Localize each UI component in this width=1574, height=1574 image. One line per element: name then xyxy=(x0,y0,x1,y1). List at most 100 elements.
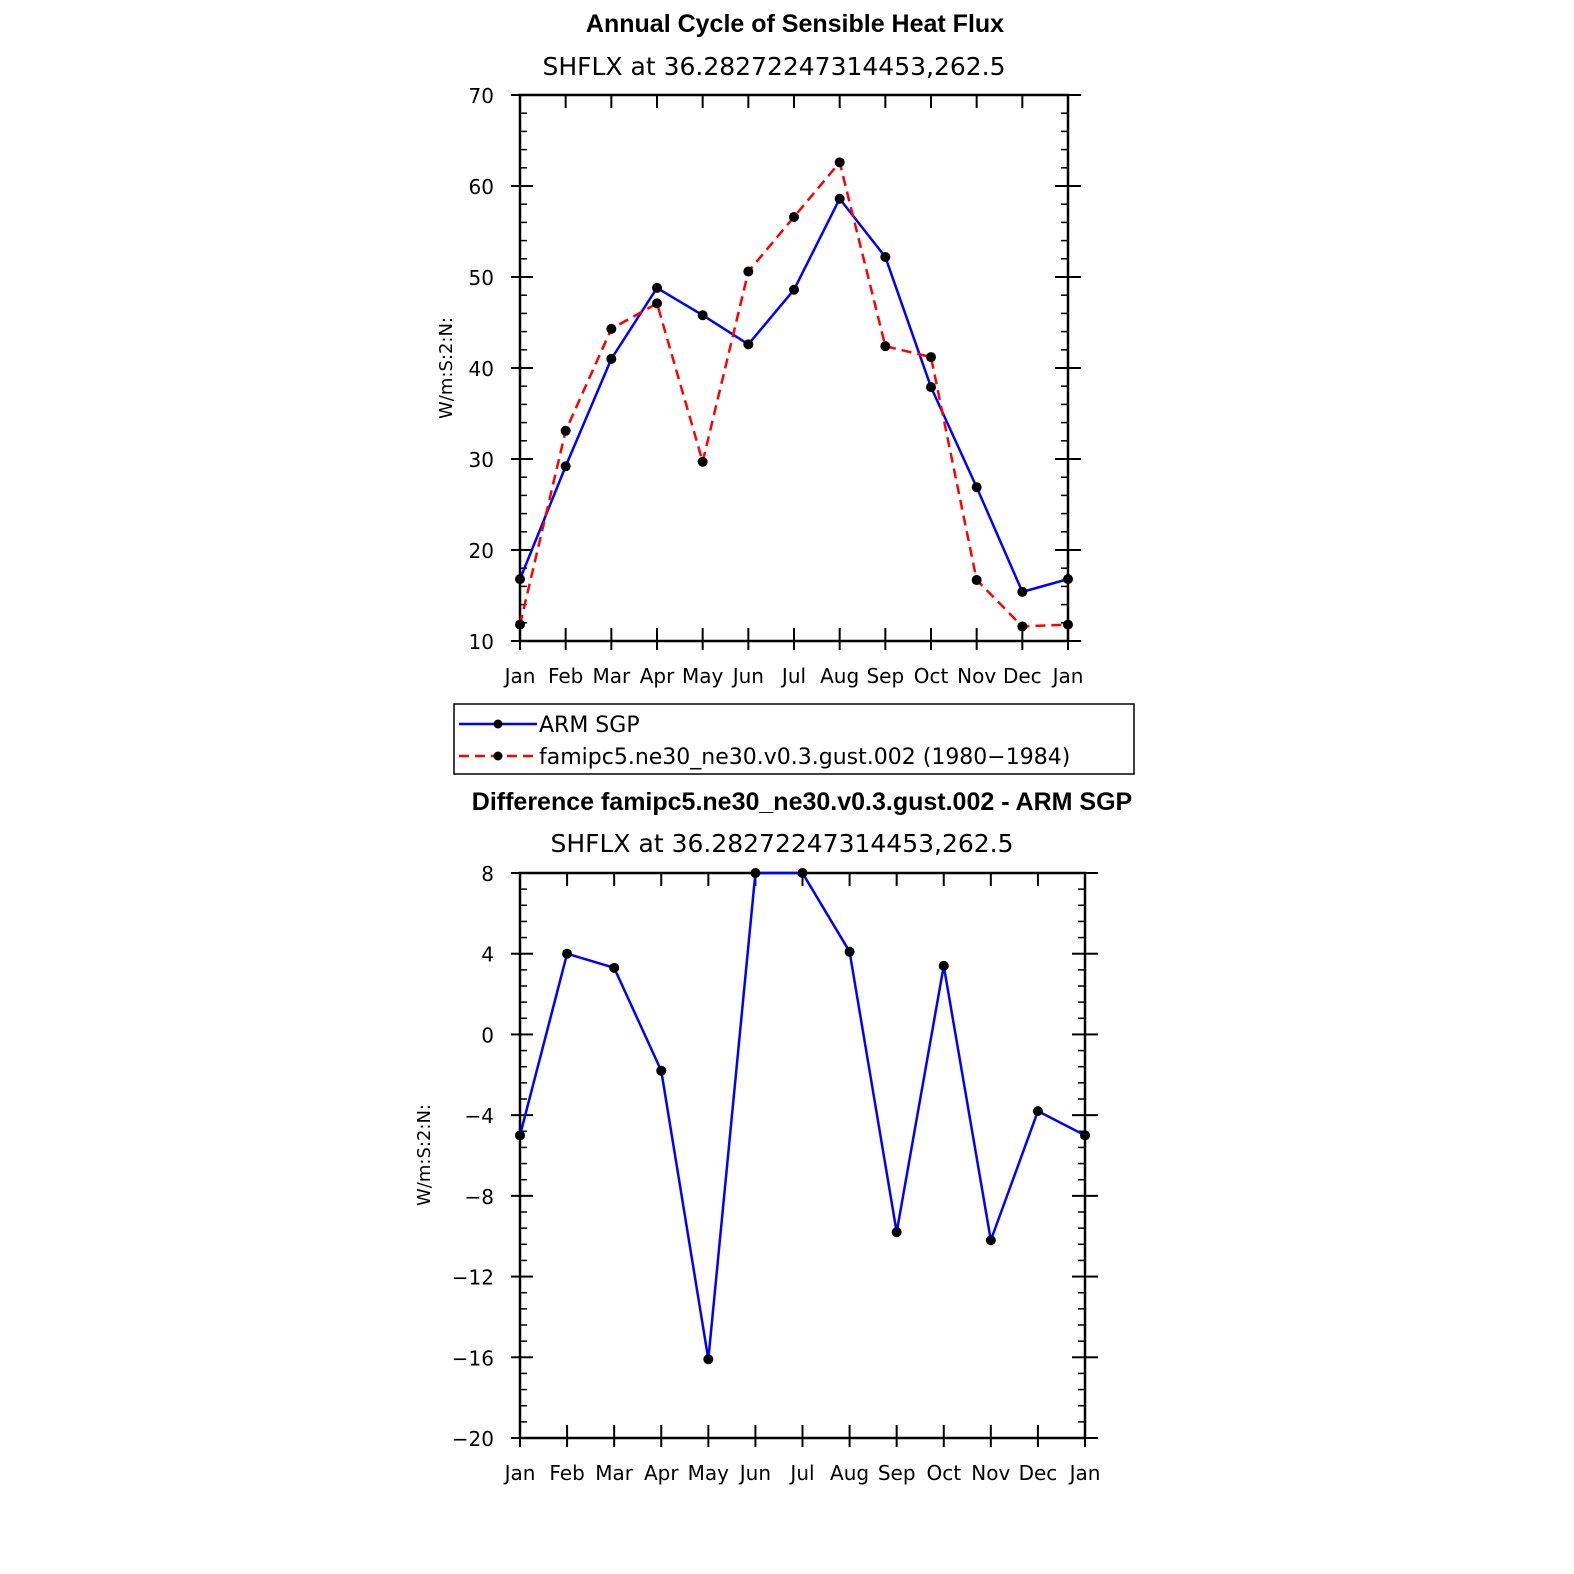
chart1-series-0-point xyxy=(880,251,891,262)
chart1-xtick-label: Sep xyxy=(866,664,904,688)
chart2-series-0-point xyxy=(938,960,949,971)
legend-arm-marker xyxy=(493,719,503,729)
chart2-ytick-label: 8 xyxy=(481,862,494,886)
chart1-series-1-point xyxy=(652,298,662,309)
legend-box xyxy=(453,703,1135,775)
chart1-ytick-label: 20 xyxy=(469,539,494,563)
chart2-xtick-label: Jun xyxy=(738,1461,771,1485)
chart2-plot-frame xyxy=(518,871,1087,1440)
chart2-series-0-point xyxy=(515,1130,525,1141)
chart1-series-0-point xyxy=(560,461,571,472)
chart1-xtick-label: Dec xyxy=(1003,664,1042,688)
chart2-series-0-point xyxy=(985,1235,996,1246)
chart1-series-1-point xyxy=(789,211,799,222)
chart1-series-1-line xyxy=(518,161,1069,628)
chart1-xtick-label: Apr xyxy=(640,664,675,688)
chart1-series-1-point xyxy=(1063,619,1073,630)
chart1-title: Annual Cycle of Sensible Heat Flux xyxy=(586,10,1004,38)
chart1-xtick-label: Mar xyxy=(592,664,631,688)
chart1-series-0-point xyxy=(789,284,799,295)
chart2-ytick-label: −8 xyxy=(465,1185,494,1209)
chart2-xtick-label: Mar xyxy=(595,1461,634,1485)
chart1-series-0-point xyxy=(926,382,936,393)
chart1-xtick-label: Feb xyxy=(548,664,583,688)
difference-chart: Difference famipc5.ne30_ne30.v0.3.gust.0… xyxy=(414,788,1132,1485)
chart1-series-1-point xyxy=(515,619,525,630)
chart2-series-0-point xyxy=(1080,1130,1090,1141)
chart1-xtick-label: Jun xyxy=(731,664,764,688)
chart1-series-0-point xyxy=(971,482,982,493)
chart1-xtick-label: Aug xyxy=(820,664,859,688)
chart1-series-0-point xyxy=(652,282,662,293)
chart2-series-0-point xyxy=(656,1065,667,1076)
chart2-ytick-label: −4 xyxy=(465,1104,494,1128)
chart1-subtitle: SHFLX at 36.28272247314453,262.5 xyxy=(542,52,1005,81)
chart1-series-0-point xyxy=(1017,586,1028,597)
chart2-series-0-point xyxy=(703,1354,714,1365)
chart2-ylabel: W/m:S:2:N: xyxy=(414,1104,435,1206)
chart1-xtick-label: Jan xyxy=(1051,664,1084,688)
chart1-series-0-point xyxy=(697,310,708,321)
chart2-series-0-point xyxy=(891,1227,902,1238)
chart2-subtitle: SHFLX at 36.28272247314453,262.5 xyxy=(550,829,1013,858)
chart1-series-0-point xyxy=(743,339,754,350)
chart2-title: Difference famipc5.ne30_ne30.v0.3.gust.0… xyxy=(472,788,1132,816)
chart2-series-0-point xyxy=(562,948,573,959)
chart1-ylabel: W/m:S:2:N: xyxy=(436,317,457,419)
chart2-xtick-label: Dec xyxy=(1019,1461,1058,1485)
chart2-xtick-label: Nov xyxy=(971,1461,1010,1485)
chart2-ytick-label: 0 xyxy=(481,1023,494,1047)
chart1-series-0-line xyxy=(518,197,1069,594)
chart2-xtick-label: Jan xyxy=(503,1461,536,1485)
chart2-ytick-label: −16 xyxy=(452,1346,494,1370)
chart1-series-1-point xyxy=(743,266,754,277)
chart1-ytick-label: 60 xyxy=(469,175,494,199)
legend: ARM SGP famipc5.ne30_ne30.v0.3.gust.002 … xyxy=(453,703,1135,775)
chart1-series-0-point xyxy=(515,574,525,585)
chart1-plot-frame xyxy=(518,93,1070,643)
chart1-series-0-point xyxy=(606,353,617,364)
chart1-series-0-point xyxy=(1063,574,1073,585)
chart2-series-0-point xyxy=(750,868,761,878)
chart1-series-1-point xyxy=(971,575,982,586)
chart2-series-0-point xyxy=(797,868,808,878)
chart1-ytick-label: 70 xyxy=(469,84,494,108)
chart2-xtick-label: Jul xyxy=(788,1461,814,1485)
chart2-series-0-line xyxy=(518,871,1086,1361)
chart1-series-1-point xyxy=(1017,621,1028,632)
chart2-ytick-label: −20 xyxy=(452,1427,494,1451)
chart2-xtick-label: Feb xyxy=(549,1461,584,1485)
chart1-ytick-label: 40 xyxy=(469,357,494,381)
chart1-xtick-label: Oct xyxy=(914,664,949,688)
chart2-xtick-label: Aug xyxy=(830,1461,869,1485)
chart2-xtick-label: Sep xyxy=(878,1461,916,1485)
chart2-series-0-point xyxy=(844,946,855,957)
chart1-ytick-label: 50 xyxy=(469,266,494,290)
chart2-ytick-label: 4 xyxy=(481,943,494,967)
chart1-series-1-point xyxy=(834,157,845,168)
chart1-xtick-label: May xyxy=(682,664,724,688)
chart2-xtick-label: May xyxy=(688,1461,730,1485)
chart2-xtick-label: Oct xyxy=(926,1461,961,1485)
chart1-series-1-point xyxy=(697,456,708,467)
chart1-series-1-point xyxy=(560,425,571,436)
chart1-xtick-label: Nov xyxy=(957,664,996,688)
annual-cycle-chart: Annual Cycle of Sensible Heat Flux SHFLX… xyxy=(436,10,1083,688)
chart2-xtick-label: Apr xyxy=(644,1461,679,1485)
chart1-xtick-label: Jan xyxy=(503,664,536,688)
chart1-ytick-label: 10 xyxy=(469,630,494,654)
chart1-series-1-point xyxy=(606,323,617,334)
chart1-xtick-label: Jul xyxy=(780,664,806,688)
legend-arm-label: ARM SGP xyxy=(539,713,640,738)
chart2-series-0-point xyxy=(609,962,620,973)
chart1-series-1-point xyxy=(880,341,891,352)
chart1-ytick-label: 30 xyxy=(469,448,494,472)
legend-model-label: famipc5.ne30_ne30.v0.3.gust.002 (1980−19… xyxy=(539,745,1070,770)
legend-model-marker xyxy=(493,751,503,761)
chart1-series-1-point xyxy=(926,352,936,363)
chart2-xtick-label: Jan xyxy=(1068,1461,1101,1485)
chart2-series-0-point xyxy=(1032,1106,1043,1117)
chart2-ytick-label: −12 xyxy=(452,1266,494,1290)
chart1-series-0-point xyxy=(834,193,845,204)
